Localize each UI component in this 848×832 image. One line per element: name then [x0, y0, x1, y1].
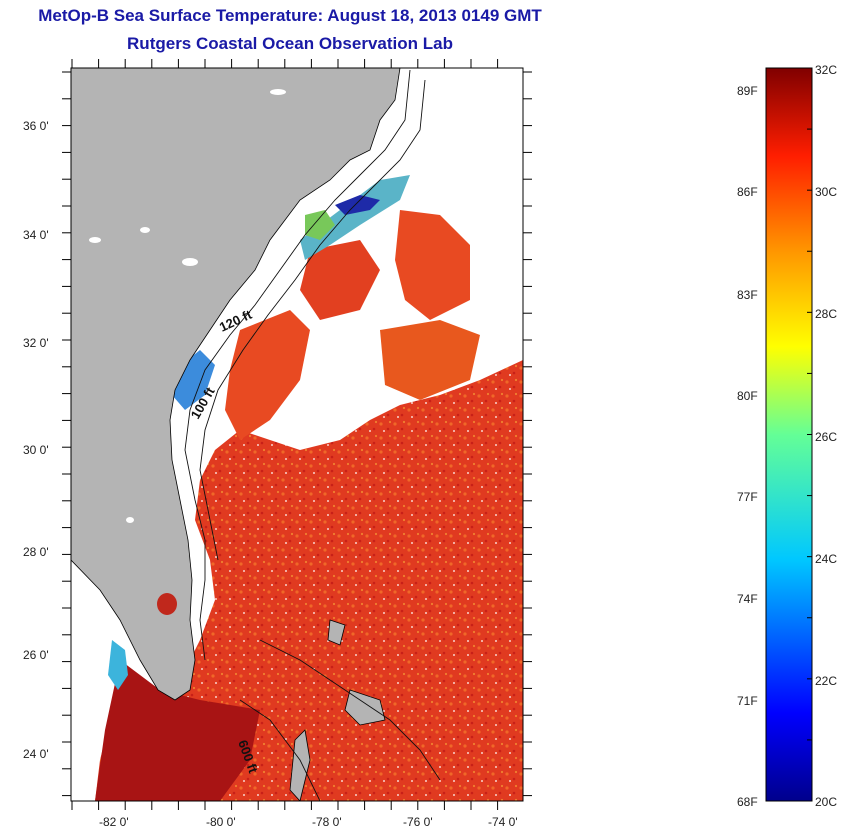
bahamas-islands [289, 619, 386, 801]
map-subtitle: Rutgers Coastal Ocean Observation Lab [127, 34, 453, 53]
lake-okeechobee [157, 593, 177, 615]
colorbar-gradient [765, 67, 813, 802]
colorbar-f-label: 74F [737, 592, 758, 606]
colorbar-f-label: 89F [737, 84, 758, 98]
colorbar-c-label: 22C [815, 674, 837, 688]
lat-tick-label: 28 0' [23, 545, 49, 559]
lat-tick-label: 26 0' [23, 648, 49, 662]
warm-sea-surface [95, 360, 523, 801]
lat-tick-label: 32 0' [23, 336, 49, 350]
colorbar-c-label: 32C [815, 63, 837, 77]
lon-tick-label: -82 0' [99, 815, 129, 829]
lon-tick-label: -76 0' [403, 815, 433, 829]
colorbar-ticks [807, 67, 812, 802]
map-title: MetOp-B Sea Surface Temperature: August … [38, 6, 542, 25]
axis-ticks [62, 59, 532, 810]
cool-coastal-band [300, 175, 410, 260]
inland-lakes [89, 89, 286, 523]
depth-contours [184, 69, 441, 801]
colorbar-c-label: 30C [815, 185, 837, 199]
map-frame [70, 67, 524, 802]
colorbar-f-label: 68F [737, 795, 758, 809]
colorbar-c-label: 24C [815, 552, 837, 566]
green-coastal-patch [305, 210, 335, 240]
lat-tick-label: 34 0' [23, 228, 49, 242]
colorbar: 89F 86F 83F 80F 77F 74F 71F 68F 32C 30C … [737, 63, 837, 809]
colorbar-f-label: 77F [737, 490, 758, 504]
lat-tick-label: 30 0' [23, 443, 49, 457]
lat-tick-label: 24 0' [23, 747, 49, 761]
colorbar-f-label: 86F [737, 185, 758, 199]
lon-tick-label: -74 0' [488, 815, 518, 829]
cold-upwelling-patch [335, 195, 380, 215]
lat-tick-label: 36 0' [23, 119, 49, 133]
latitude-axis: 36 0' 34 0' 32 0' 30 0' 28 0' 26 0' 24 0… [23, 119, 49, 761]
land-mass [71, 68, 401, 701]
colorbar-c-label: 20C [815, 795, 837, 809]
warm-patch-center [225, 310, 310, 440]
hot-water-south [95, 660, 260, 801]
map-area [71, 68, 523, 801]
lon-tick-label: -78 0' [312, 815, 342, 829]
colorbar-c-label: 28C [815, 307, 837, 321]
warm-patch-north [395, 210, 470, 320]
colorbar-f-label: 80F [737, 389, 758, 403]
warm-patch-mid [300, 240, 380, 320]
longitude-axis: -82 0' -80 0' -78 0' -76 0' -74 0' [99, 815, 518, 829]
colorbar-f-label: 83F [737, 288, 758, 302]
warm-patch-east [380, 320, 480, 400]
colorbar-f-label: 71F [737, 694, 758, 708]
cool-florida-tip [108, 640, 128, 690]
colorbar-c-label: 26C [815, 430, 837, 444]
lon-tick-label: -80 0' [206, 815, 236, 829]
